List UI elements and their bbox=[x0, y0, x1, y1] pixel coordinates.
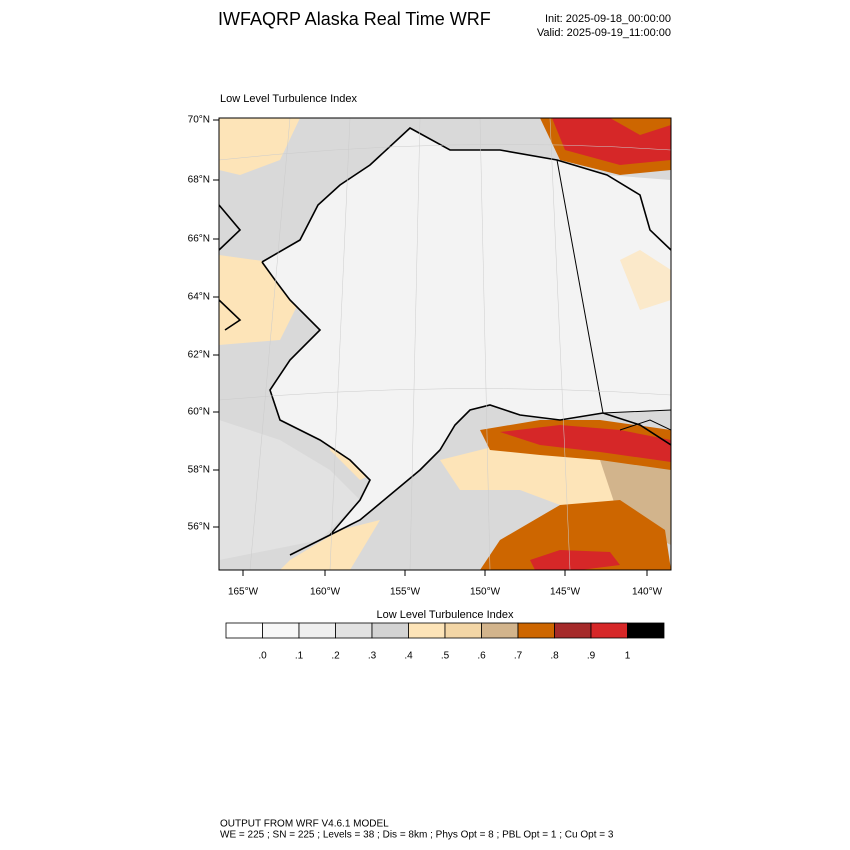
colorbar-label: .2 bbox=[331, 651, 340, 662]
lat-label: 64°N bbox=[188, 292, 210, 303]
lon-label: 165°W bbox=[228, 587, 259, 598]
longitude-labels: 165°W 160°W 155°W 150°W 145°W 140°W bbox=[228, 570, 663, 598]
colorbar-label: .1 bbox=[295, 651, 304, 662]
colorbar-title: Low Level Turbulence Index bbox=[377, 609, 514, 621]
colorbar-box bbox=[554, 622, 592, 639]
colorbar-label: .0 bbox=[258, 651, 267, 662]
lat-label: 62°N bbox=[188, 350, 210, 361]
colorbar-box bbox=[262, 622, 300, 639]
colorbar-label: .9 bbox=[587, 651, 596, 662]
footer-settings: WE = 225 ; SN = 225 ; Levels = 38 ; Dis … bbox=[220, 830, 614, 841]
colorbar-label: .7 bbox=[514, 651, 523, 662]
footer-model: OUTPUT FROM WRF V4.6.1 MODEL bbox=[220, 819, 389, 830]
map-frame bbox=[218, 117, 672, 571]
colorbar-box bbox=[627, 622, 665, 639]
lat-label: 58°N bbox=[188, 465, 210, 476]
colorbar-label: 1 bbox=[625, 651, 631, 662]
colorbar: .0 .1 .2 .3 .4 .5 .6 .7 .8 .9 1 bbox=[225, 622, 665, 662]
colorbar-box bbox=[517, 622, 555, 639]
lat-label: 56°N bbox=[188, 522, 210, 533]
colorbar-box bbox=[408, 622, 446, 639]
map bbox=[219, 118, 671, 570]
colorbar-box bbox=[225, 622, 263, 639]
lon-label: 155°W bbox=[390, 587, 421, 598]
colorbar-label: .4 bbox=[404, 651, 413, 662]
lon-label: 150°W bbox=[470, 587, 501, 598]
colorbar-box bbox=[481, 622, 519, 639]
colorbar-label: .3 bbox=[368, 651, 377, 662]
colorbar-box bbox=[444, 622, 482, 639]
init-time: Init: 2025-09-18_00:00:00 bbox=[545, 13, 671, 25]
colorbar-label: .6 bbox=[477, 651, 486, 662]
lat-label: 66°N bbox=[188, 234, 210, 245]
lat-label: 60°N bbox=[188, 407, 210, 418]
lat-label: 70°N bbox=[188, 115, 210, 126]
latitude-labels: 70°N 68°N 66°N 64°N 62°N 60°N 58°N 56°N bbox=[188, 115, 219, 533]
colorbar-label: .5 bbox=[441, 651, 450, 662]
lon-label: 140°W bbox=[632, 587, 663, 598]
lat-label: 68°N bbox=[188, 175, 210, 186]
valid-time: Valid: 2025-09-19_11:00:00 bbox=[537, 27, 671, 39]
colorbar-box bbox=[335, 622, 373, 639]
map-title: Low Level Turbulence Index bbox=[220, 93, 357, 105]
lon-label: 145°W bbox=[550, 587, 581, 598]
page-title: IWFAQRP Alaska Real Time WRF bbox=[218, 9, 491, 29]
colorbar-label: .8 bbox=[550, 651, 559, 662]
colorbar-box bbox=[590, 622, 628, 639]
lon-label: 160°W bbox=[310, 587, 341, 598]
colorbar-box bbox=[371, 622, 409, 639]
colorbar-box bbox=[298, 622, 336, 639]
